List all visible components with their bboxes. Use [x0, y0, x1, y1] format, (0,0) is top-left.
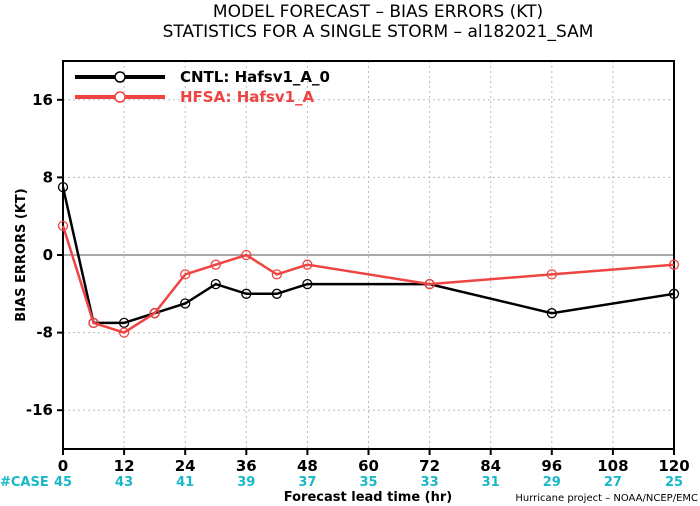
case-counts: 45 43 41 39 37 35 33 31 29 27 25: [54, 475, 683, 490]
data-point-hfsa: [210, 259, 221, 270]
x-tick-label: 24: [175, 457, 196, 475]
x-tick-label: 84: [480, 457, 501, 475]
case-count: 45: [54, 475, 72, 490]
x-tick-label: 36: [236, 457, 257, 475]
x-axis-label: Forecast lead time (hr): [284, 490, 452, 505]
y-axis-label: BIAS ERRORS (KT): [14, 188, 29, 321]
case-count: 27: [604, 475, 622, 490]
series-hfsa: [57, 220, 680, 338]
y-axis-ticks: -16 -8 0 8 16: [26, 91, 63, 419]
data-point-hfsa: [271, 269, 283, 280]
data-point-hfsa: [241, 249, 252, 261]
series-line-hfsa: [61, 225, 675, 334]
x-tick-label: 12: [114, 457, 135, 475]
case-count: 33: [421, 475, 439, 490]
case-count: 39: [237, 475, 255, 490]
data-point-hfsa: [118, 327, 130, 338]
legend: CNTL: Hafsv1_A_0 HFSA: Hafsv1_A: [75, 68, 330, 106]
y-tick-label: -16: [26, 401, 53, 419]
case-count: 37: [298, 475, 316, 490]
x-tick-label: 120: [658, 457, 689, 475]
x-tick-label: 0: [58, 457, 68, 475]
credit-text: Hurricane project – NOAA/NCEP/EMC: [515, 493, 698, 504]
data-point-hfsa: [57, 220, 69, 232]
data-point-hfsa: [546, 269, 557, 280]
y-tick-label: 0: [43, 246, 53, 264]
chart-title: MODEL FORECAST – BIAS ERRORS (KT): [213, 2, 543, 22]
case-count: 43: [115, 475, 133, 490]
case-label: #CASE: [0, 475, 49, 490]
case-count: 29: [543, 475, 561, 490]
x-tick-label: 60: [358, 457, 379, 475]
case-count: 41: [176, 475, 194, 490]
data-point-cntl: [241, 288, 252, 299]
data-point-hfsa: [668, 259, 680, 270]
data-point-cntl: [57, 181, 69, 193]
data-point-hfsa: [88, 317, 99, 329]
data-point-cntl: [180, 298, 191, 309]
data-point-cntl: [546, 308, 557, 319]
data-point-cntl: [210, 278, 221, 290]
x-tick-label: 72: [419, 457, 440, 475]
data-point-cntl: [118, 317, 130, 329]
case-count: 25: [665, 475, 683, 490]
legend-label-cntl: CNTL: Hafsv1_A_0: [180, 68, 330, 86]
legend-marker-hfsa: [114, 91, 126, 103]
legend-label-hfsa: HFSA: Hafsv1_A: [180, 88, 315, 106]
legend-marker-cntl: [114, 71, 126, 83]
x-axis-ticks: 0 12 24 36 48 60 72 84 96 108 120: [58, 449, 690, 475]
case-count: 31: [482, 475, 500, 490]
data-point-cntl: [668, 288, 680, 299]
y-tick-label: 8: [43, 168, 53, 186]
x-tick-label: 96: [541, 457, 562, 475]
case-count: 35: [359, 475, 377, 490]
data-point-hfsa: [302, 259, 313, 270]
x-tick-label: 48: [297, 457, 318, 475]
x-tick-label: 108: [597, 457, 628, 475]
data-point-hfsa: [180, 269, 191, 280]
y-tick-label: -8: [36, 324, 53, 342]
series-layer: [57, 181, 680, 338]
data-point-hfsa: [424, 278, 435, 290]
data-point-hfsa: [149, 308, 160, 319]
chart-subtitle: STATISTICS FOR A SINGLE STORM – al182021…: [163, 22, 594, 42]
data-point-cntl: [271, 288, 283, 299]
data-point-cntl: [302, 278, 313, 290]
y-tick-label: 16: [32, 91, 53, 109]
